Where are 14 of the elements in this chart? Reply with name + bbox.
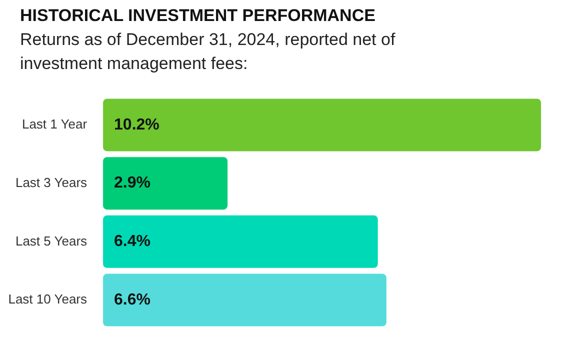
- bar: [103, 215, 378, 268]
- data-label: 6.6%: [114, 291, 150, 308]
- chart-subtitle: Returns as of December 31, 2024, reported net of investment management fees:: [20, 29, 396, 75]
- y-tick-label: Last 1 Year: [22, 116, 88, 132]
- y-tick-label: Last 5 Years: [15, 233, 88, 248]
- data-label: 6.4%: [114, 233, 150, 250]
- bar: [103, 274, 386, 326]
- y-tick-label: Last 3 Years: [15, 174, 88, 190]
- chart-title: HISTORICAL INVESTMENT PERFORMANCE: [20, 6, 376, 26]
- data-label: 10.2%: [114, 116, 160, 134]
- y-tick-label: Last 10 Years: [8, 292, 88, 307]
- data-label: 2.9%: [114, 174, 150, 192]
- bar: [103, 157, 228, 210]
- bar: [103, 98, 541, 152]
